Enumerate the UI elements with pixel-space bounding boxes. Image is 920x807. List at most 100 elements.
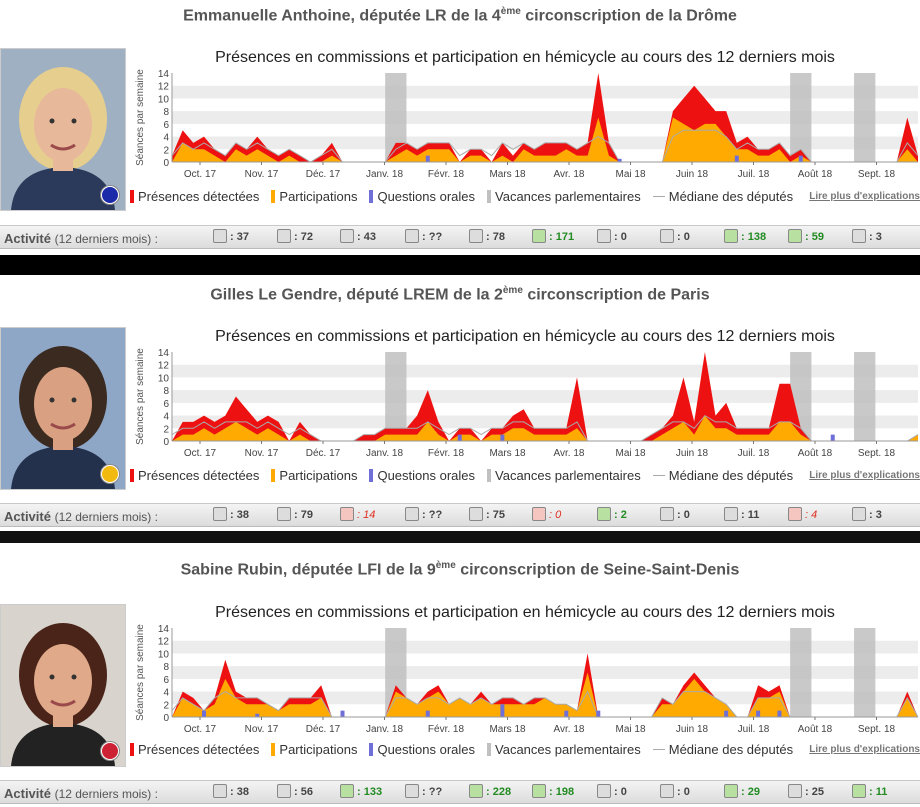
hemicycle-short-icon [405,507,419,521]
commission-intervention-icon [340,507,354,521]
stat-hemicycle-long[interactable]: : 228 [469,784,511,800]
x-tick-label: Mai 18 [615,448,645,459]
legend-swatch [130,190,134,203]
grid-band [172,666,918,679]
activity-label: Activité (12 derniers mois) : [4,786,158,801]
amendements-proposes-icon [532,784,546,798]
stat-commission-presence[interactable]: : 79 [277,507,313,523]
stat-commission-intervention[interactable]: : 43 [340,229,376,245]
stat-value: : ?? [422,509,443,521]
legend-label: Médiane des députés [668,742,794,757]
y-tick-label: 8 [163,107,169,118]
chart-title: Présences en commissions et participatio… [215,604,835,621]
stat-commission-intervention[interactable]: : 133 [340,784,382,800]
deputy-photo[interactable] [0,604,126,767]
portrait-image [1,49,125,210]
stat-rapports[interactable]: : 0 [597,784,627,800]
x-tick-label: Août 18 [798,724,833,735]
explanations-link[interactable]: Lire plus d'explications [809,470,920,481]
series-presences [172,73,918,162]
legend-label: Participations [279,742,358,757]
questions-ecrites-icon [788,784,802,798]
stat-hemicycle-long[interactable]: : 78 [469,229,505,245]
deputy-title[interactable]: Gilles Le Gendre, député LREM de la 2ème… [0,285,920,304]
chart-legend: Présences détectées Participations Questio… [130,742,920,757]
stat-commission-presence[interactable]: : 72 [277,229,313,245]
legend-swatch [369,190,374,203]
hemicycle-short-icon [405,784,419,798]
stat-rapports[interactable]: : 2 [597,507,627,523]
legend-label: Présences détectées [138,468,260,483]
stat-hemicycle-short[interactable]: : ?? [405,507,442,523]
legend-label: Vacances parlementaires [495,742,641,757]
legend-label: Questions orales [377,468,476,483]
deputy-title[interactable]: Emmanuelle Anthoine, députée LR de la 4è… [0,6,920,25]
x-tick-label: Févr. 18 [428,169,465,180]
stat-questions-orales[interactable]: : 11 [852,784,887,800]
legend-swatch [130,743,134,756]
question-bar [425,710,430,717]
x-tick-label: Avr. 18 [554,724,585,735]
question-bar [777,710,782,717]
stat-semaine[interactable]: : 38 [213,784,249,800]
legend-label: Médiane des députés [668,189,794,204]
x-tick-label: Déc. 17 [306,448,341,459]
stat-value: : 56 [294,786,313,798]
stat-value: : 72 [294,231,313,243]
stat-propositions-signees[interactable]: : 138 [724,229,766,245]
activity-title: Activité [4,786,55,801]
stat-propositions-signees[interactable]: : 11 [724,507,759,523]
question-bar [564,710,569,717]
stat-questions-ecrites[interactable]: : 25 [788,784,824,800]
stat-questions-ecrites[interactable]: : 4 [788,507,817,523]
legend-vacances: Vacances parlementaires [487,189,641,204]
explanations-link[interactable]: Lire plus d'explications [809,744,920,755]
portrait-image [1,328,125,489]
deputy-photo[interactable] [0,327,126,490]
grid-band [172,640,918,654]
deputy-title[interactable]: Sabine Rubin, députée LFI de la 9ème cir… [0,560,920,579]
stat-propositions-ecrites[interactable]: : 0 [660,507,690,523]
stat-value: : 78 [486,231,505,243]
x-tick-label: Déc. 17 [306,169,341,180]
stat-semaine[interactable]: : 38 [213,507,249,523]
questions-ecrites-icon [788,507,802,521]
stat-amendements-proposes[interactable]: : 198 [532,784,574,800]
stat-questions-orales[interactable]: : 3 [852,229,882,245]
stat-amendements-proposes[interactable]: : 171 [532,229,574,245]
stat-value: : 38 [230,786,249,798]
y-tick-label: 12 [158,361,170,372]
stat-value: : 0 [677,231,690,243]
stat-hemicycle-short[interactable]: : ?? [405,784,442,800]
stat-rapports[interactable]: : 0 [597,229,627,245]
stat-questions-orales[interactable]: : 3 [852,507,882,523]
ordinal-suffix: ème [500,6,521,17]
stat-questions-ecrites[interactable]: : 59 [788,229,824,245]
stat-commission-presence[interactable]: : 56 [277,784,313,800]
explanations-link[interactable]: Lire plus d'explications [809,191,920,202]
legend-mediane: Médiane des députés [652,468,793,483]
legend-participations: Participations [271,742,357,757]
stat-value: : 14 [357,509,376,521]
stat-hemicycle-long[interactable]: : 75 [469,507,505,523]
stat-propositions-ecrites[interactable]: : 0 [660,784,690,800]
stat-value: : 228 [486,786,512,798]
stat-semaine[interactable]: : 37 [213,229,249,245]
deputy-photo[interactable] [0,48,126,211]
stat-commission-intervention[interactable]: : 14 [340,507,375,523]
vacation-band [385,73,407,162]
stat-value: : 171 [549,231,575,243]
vacation-band [854,628,876,717]
stat-value: : 11 [741,509,760,521]
legend-label: Questions orales [377,742,476,757]
deputy-circonscription: circonscription de Paris [522,286,710,304]
x-tick-label: Mai 18 [615,724,645,735]
stat-hemicycle-short[interactable]: : ?? [405,229,442,245]
stat-propositions-ecrites[interactable]: : 0 [660,229,690,245]
stat-amendements-proposes[interactable]: : 0 [532,507,561,523]
commission-intervention-icon [340,784,354,798]
grid-band [172,111,918,124]
x-tick-label: Oct. 17 [184,448,217,459]
stat-propositions-signees[interactable]: : 29 [724,784,760,800]
